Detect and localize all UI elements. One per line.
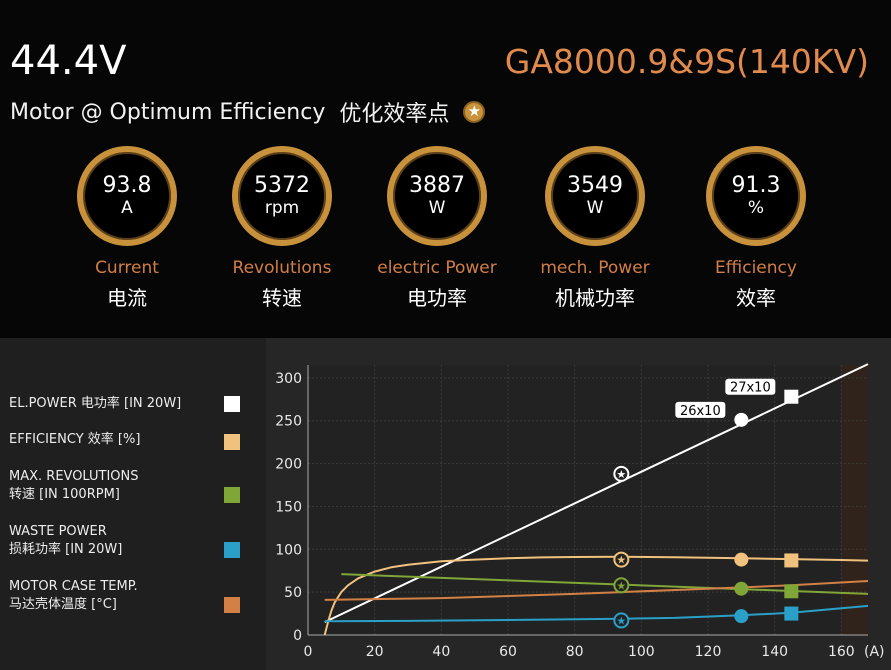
series-line	[324, 363, 869, 624]
prop-label-box	[675, 401, 726, 418]
gauge-unit: W	[586, 198, 604, 218]
legend-label: MAX. REVOLUTIONS	[9, 469, 139, 484]
x-tick-label: 0	[304, 644, 313, 660]
gauge-label: mech. Power	[540, 258, 650, 278]
y-tick-label: 300	[275, 371, 302, 387]
prop-label-box	[725, 378, 776, 395]
gauge-unit: %	[747, 198, 765, 218]
prop-label: 26x10	[680, 404, 721, 419]
y-tick-label: 0	[293, 628, 302, 644]
subtitle-cn: 优化效率点	[339, 102, 450, 127]
subtitle: Motor @ Optimum Efficiency 优化效率点 ★	[10, 96, 486, 128]
gauge-label-cn: 电流	[107, 286, 147, 310]
overload-zone	[841, 365, 868, 635]
legend-swatch-case-temp	[224, 597, 240, 613]
gauge-value: 5372	[254, 173, 310, 198]
x-tick-label: 140	[761, 644, 788, 660]
x-axis-label: (A)	[864, 644, 885, 660]
legend-label: EFFICIENCY 效率 [%]	[9, 432, 141, 447]
star-marker	[613, 612, 630, 629]
y-tick-label: 250	[275, 414, 302, 430]
x-tick-label: 40	[432, 644, 450, 660]
square-marker	[784, 389, 799, 404]
star-icon: ★	[463, 101, 486, 123]
x-tick-label: 100	[628, 644, 655, 660]
plot-area	[308, 365, 868, 635]
series-line	[341, 573, 869, 595]
prop-label: 27x10	[730, 381, 771, 396]
gauge-label: Revolutions	[232, 258, 332, 278]
legend-label-cn: 马达壳体温度 [°C]	[9, 597, 117, 612]
circle-marker	[734, 412, 749, 427]
star-marker-glyph: ★	[616, 579, 626, 592]
legend-label: EL.POWER 电功率 [IN 20W]	[9, 396, 182, 411]
gauge-label-cn: 机械功率	[555, 286, 635, 310]
legend-swatch-el-power	[224, 396, 240, 412]
square-marker	[784, 553, 799, 568]
gauge-ring: 5372 rpm	[232, 146, 332, 246]
legend-item-el-power: EL.POWER 电功率 [IN 20W]	[9, 395, 181, 413]
circle-marker	[734, 609, 749, 624]
gauge-label: Current	[95, 258, 159, 278]
x-tick-label: 60	[499, 644, 517, 660]
star-marker	[613, 551, 630, 568]
gauge-label: electric Power	[377, 258, 497, 278]
voltage-title: 44.4V	[10, 38, 127, 84]
circle-marker	[734, 552, 749, 567]
gauge-efficiency: 91.3 % Efficiency 效率	[676, 146, 836, 311]
square-marker	[784, 606, 799, 621]
gauge-value: 91.3	[731, 173, 781, 198]
subtitle-text: Motor @ Optimum Efficiency	[10, 99, 326, 125]
y-tick-label: 150	[275, 499, 302, 515]
gauge-revolutions: 5372 rpm Revolutions 转速	[202, 146, 362, 311]
gauge-electric-power: 3887 W electric Power 电功率	[357, 146, 517, 311]
star-marker	[613, 577, 630, 594]
gauge-unit: W	[428, 198, 446, 218]
legend-item-case-temp: MOTOR CASE TEMP. 马达壳体温度 [°C]	[9, 578, 138, 614]
legend-item-efficiency: EFFICIENCY 效率 [%]	[9, 431, 140, 449]
legend-item-revolutions: MAX. REVOLUTIONS 转速 [IN 100RPM]	[9, 468, 139, 504]
square-marker	[784, 584, 799, 599]
header-panel: 44.4V GA8000.9&9S(140KV) Motor @ Optimum…	[10, 38, 869, 311]
gauge-value: 93.8	[102, 173, 152, 198]
legend-label: WASTE POWER	[9, 524, 107, 539]
y-tick-label: 100	[275, 542, 302, 558]
gauge-label-cn: 电功率	[407, 286, 467, 310]
gauge-value: 3887	[409, 173, 465, 198]
star-marker	[613, 465, 630, 482]
legend-swatch-efficiency	[224, 434, 240, 450]
gauge-ring: 3887 W	[387, 146, 487, 246]
x-tick-label: 120	[695, 644, 722, 660]
star-marker-glyph: ★	[616, 468, 626, 481]
y-tick-label: 50	[284, 585, 302, 601]
gauge-label: Efficiency	[715, 258, 797, 278]
circle-marker	[734, 581, 749, 596]
star-marker-glyph: ★	[616, 554, 626, 567]
y-tick-label: 200	[275, 457, 302, 473]
gauge-ring: 91.3 %	[706, 146, 806, 246]
gauge-ring: 93.8 A	[77, 146, 177, 246]
legend-item-waste-power: WASTE POWER 损耗功率 [IN 20W]	[9, 523, 122, 559]
gauge-unit: A	[121, 198, 133, 218]
gauge-unit: rpm	[264, 198, 300, 218]
gauge-label-cn: 效率	[736, 286, 776, 310]
legend-label-cn: 损耗功率 [IN 20W]	[9, 542, 123, 557]
gauge-value: 3549	[567, 173, 623, 198]
star-marker-glyph: ★	[616, 614, 626, 627]
series-line	[324, 604, 869, 623]
gauge-ring: 3549 W	[545, 146, 645, 246]
gauge-current: 93.8 A Current 电流	[47, 146, 207, 311]
x-tick-label: 20	[366, 644, 384, 660]
legend-label: MOTOR CASE TEMP.	[9, 579, 138, 594]
legend-swatch-waste-power	[224, 542, 240, 558]
gauge-mech-power: 3549 W mech. Power 机械功率	[515, 146, 675, 311]
legend-swatch-revolutions	[224, 487, 240, 503]
x-tick-label: 160	[828, 644, 855, 660]
legend-label-cn: 转速 [IN 100RPM]	[9, 487, 120, 502]
gauge-label-cn: 转速	[262, 286, 302, 310]
motor-model: GA8000.9&9S(140KV)	[504, 42, 869, 81]
x-tick-label: 80	[566, 644, 584, 660]
